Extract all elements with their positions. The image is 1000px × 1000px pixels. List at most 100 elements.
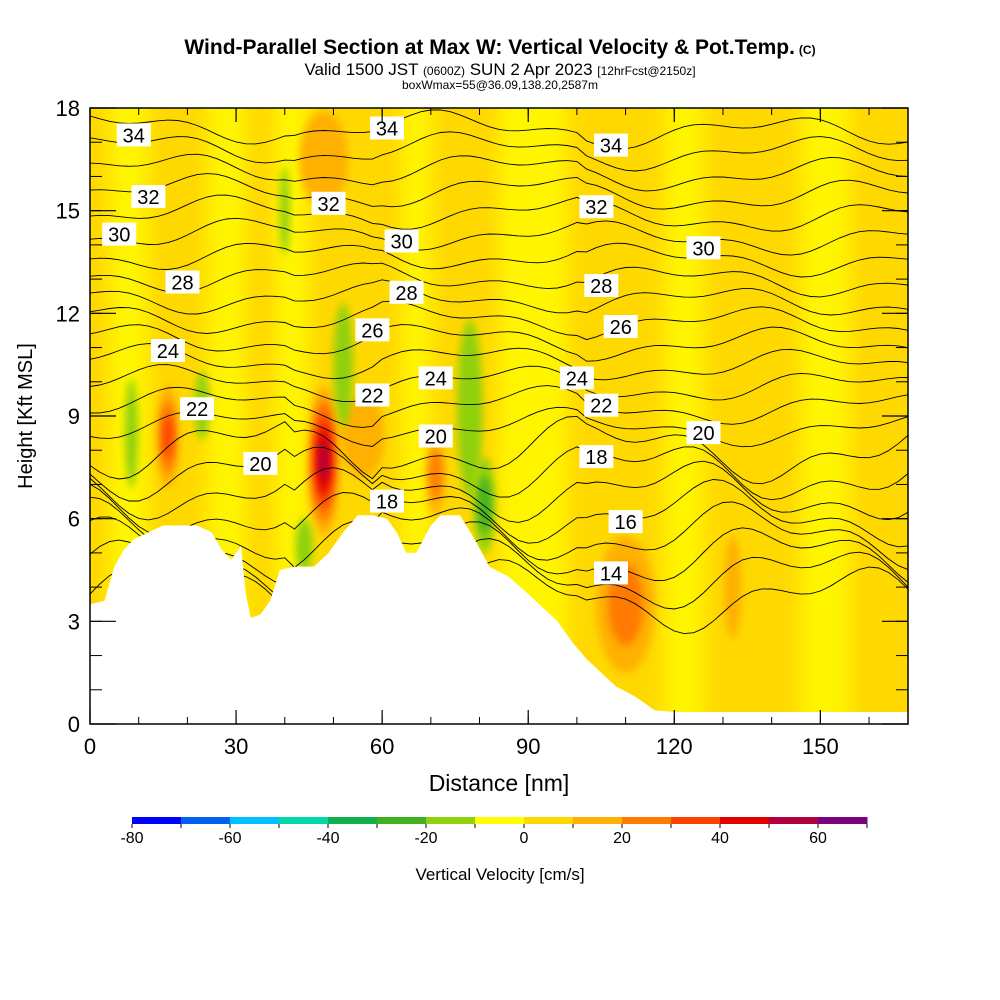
y-tick-label: 0 [68,712,80,737]
chart-subtitle: Valid 1500 JST (0600Z) SUN 2 Apr 2023 [1… [0,60,1000,79]
colorbar-tick-label: -40 [316,830,339,847]
theta-label-text: 28 [171,273,193,295]
updraft-cell [163,414,173,459]
y-tick-label: 12 [56,301,80,326]
colorbar-tick-label: 60 [809,830,827,847]
colorbar: -80 -60 -40 -20 0 20 40 60 [120,817,868,847]
colorbar-swatch [132,817,182,824]
theta-label-text: 20 [692,423,714,445]
downdraft-cell [279,166,290,256]
theta-label-box [418,366,453,390]
theta-contour [90,173,908,210]
valid-utc: (0600Z) [422,64,465,78]
theta-label-text: 32 [137,187,159,209]
theta-contour [90,153,908,192]
theta-label-box [370,489,404,513]
theta-label-box [686,236,721,260]
chart-title-block: Wind-Parallel Section at Max W: Vertical… [0,36,1000,91]
theta-label: 22 [180,397,215,421]
theta-contour [90,300,908,341]
theta-label: 34 [594,133,628,158]
theta-label-text: 32 [317,194,339,216]
colorbar-tick-label: 0 [520,830,529,847]
chart-title: Wind-Parallel Section at Max W: Vertical… [0,36,1000,62]
theta-label: 14 [594,561,628,585]
x-tick-label: 150 [802,734,839,759]
theta-contour [90,385,908,428]
theta-contour [90,279,908,316]
theta-contour [90,516,908,600]
colorbar-swatch [328,817,378,824]
theta-label-box [389,280,424,304]
wash-band [800,108,850,724]
theta-label-box [131,185,166,208]
theta-label-box [150,339,185,362]
theta-label-box [116,123,151,147]
theta-label-box [180,397,215,421]
theta-label-box [584,274,619,297]
y-tick-label: 15 [56,199,80,224]
y-axis-label: Height [Kft MSL] [15,343,37,489]
theta-label-box [594,133,628,157]
x-tick-label: 0 [84,734,96,759]
colorbar-tick-label: 20 [613,830,631,847]
colorbar-tick-label: 40 [711,830,729,847]
theta-label-text: 24 [157,341,179,363]
theta-label-box [584,393,619,417]
axes: 0 30 60 90 120 150 0 3 6 9 12 15 18 [56,96,908,759]
x-tick-label: 60 [370,734,394,759]
box-info: boxWmax=55@36.09,138.20,2587m [402,78,598,92]
theta-label-box [594,561,628,585]
theta-label-box [559,366,594,390]
theta-contour [90,479,908,548]
colorbar-tick-label: -80 [120,830,143,847]
theta-label-text: 28 [395,283,417,305]
theta-label-box [102,222,137,246]
theta-label-text: 14 [600,563,622,585]
theta-contour [90,446,908,502]
theta-label-box [384,229,419,253]
theta-contour [90,131,908,172]
theta-contour [90,262,908,298]
y-tick-label: 6 [68,507,80,532]
colorbar-tick-label: -60 [218,830,241,847]
theta-label-text: 34 [376,119,398,141]
theta-contour [90,194,908,232]
theta-label: 32 [579,195,614,219]
theta-label: 20 [243,451,278,476]
theta-label: 34 [370,116,404,141]
theta-label: 24 [418,366,453,390]
theta-label-text: 26 [610,317,632,339]
downdraft-cell [333,303,353,427]
updraft-cell [319,439,328,482]
theta-label: 20 [686,421,721,445]
theta-contour [90,406,908,448]
theta-label: 16 [608,510,643,534]
chart-title-text: Wind-Parallel Section at Max W: Vertical… [184,36,795,59]
theta-label: 32 [311,191,346,216]
colorbar-swatch [377,817,427,824]
potential-temperature-contours [90,109,908,641]
theta-label-box [608,510,643,534]
theta-label-box [311,191,346,215]
theta-label-text: 34 [600,136,622,158]
theta-contour [90,415,908,485]
theta-label-text: 22 [361,386,383,408]
theta-label-text: 32 [585,197,607,219]
terrain-mask [90,515,908,724]
theta-label-box [370,116,404,140]
theta-contour [90,496,908,571]
theta-label-box [686,421,721,445]
theta-label: 26 [603,315,638,339]
colorbar-swatch [475,817,525,824]
theta-label-box [355,318,390,342]
theta-label: 18 [579,445,614,469]
theta-label-text: 24 [566,368,588,390]
theta-label: 34 [116,123,151,147]
y-tick-label: 18 [56,96,80,121]
theta-label: 26 [355,318,390,342]
theta-label-text: 30 [390,232,412,254]
theta-label: 18 [370,489,404,514]
valid-date: SUN 2 Apr 2023 [469,60,593,79]
